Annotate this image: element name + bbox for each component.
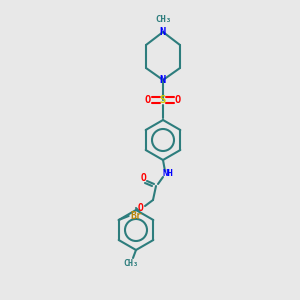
Text: S: S [160,95,166,105]
Text: O: O [138,203,144,213]
Text: CH₃: CH₃ [155,16,171,25]
Text: O: O [175,95,181,105]
Text: O: O [141,173,147,183]
Text: NH: NH [163,169,173,178]
Text: N: N [160,27,166,37]
Text: CH₃: CH₃ [124,260,139,268]
Text: N: N [160,75,166,85]
Text: Br: Br [131,211,142,221]
Text: O: O [145,95,151,105]
